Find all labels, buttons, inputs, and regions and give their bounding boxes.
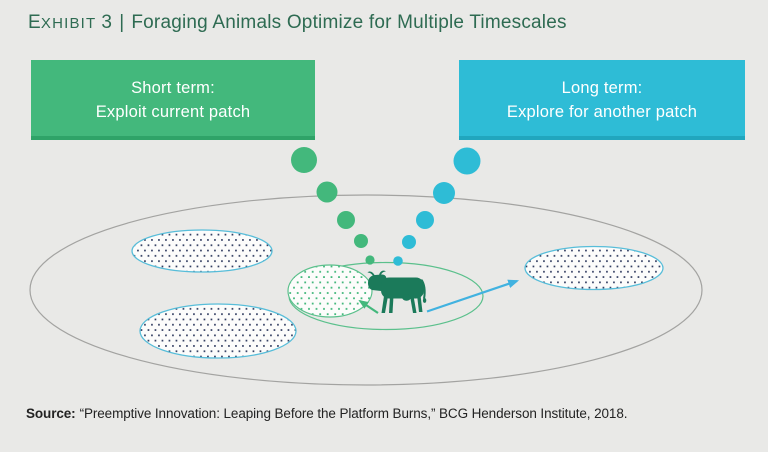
short-term-line1: Short term: xyxy=(131,79,215,97)
long-term-line2: Explore for another patch xyxy=(506,103,698,121)
long-term-box: Long term: Explore for another patch xyxy=(459,60,745,140)
foraging-ground-ellipse xyxy=(29,194,703,386)
source-line: Source: “Preemptive Innovation: Leaping B… xyxy=(26,406,627,421)
explore-arrow-icon xyxy=(426,279,520,313)
page-title: EXHIBIT 3 | Foraging Animals Optimize for M… xyxy=(28,12,567,34)
patch-lower-left xyxy=(139,303,297,359)
short-term-dot-trail xyxy=(291,147,375,265)
cyan-trail-dot xyxy=(402,235,416,249)
long-term-dot-trail xyxy=(393,147,481,266)
short-term-line2: Exploit current patch xyxy=(95,103,251,121)
green-trail-dot xyxy=(354,234,368,248)
source-text: “Preemptive Innovation: Leaping Before t… xyxy=(79,406,628,421)
title-separator: | xyxy=(119,12,125,33)
exhibit-number: 3 xyxy=(101,12,113,33)
exhibit-word-initial: E xyxy=(28,12,41,33)
patch-right xyxy=(524,245,664,291)
long-term-line1: Long term: xyxy=(561,79,643,97)
cyan-trail-dot xyxy=(433,182,455,204)
short-term-box: Short term: Exploit current patch xyxy=(31,60,315,140)
patch-current xyxy=(287,264,373,318)
green-trail-dot xyxy=(365,255,375,265)
green-trail-dot xyxy=(337,211,355,229)
exploit-arrow-icon xyxy=(358,299,379,314)
cyan-trail-dot xyxy=(393,256,403,266)
green-trail-dot xyxy=(291,147,317,173)
source-label: Source: xyxy=(26,406,76,421)
cyan-trail-dot xyxy=(416,211,434,229)
exhibit-word-rest: XHIBIT xyxy=(40,15,97,32)
title-text: Foraging Animals Optimize for Multiple T… xyxy=(131,12,567,33)
patch-upper-left xyxy=(131,229,273,273)
cow-silhouette-icon xyxy=(367,270,427,313)
green-trail-dot xyxy=(316,181,338,203)
cyan-trail-dot xyxy=(453,147,481,175)
